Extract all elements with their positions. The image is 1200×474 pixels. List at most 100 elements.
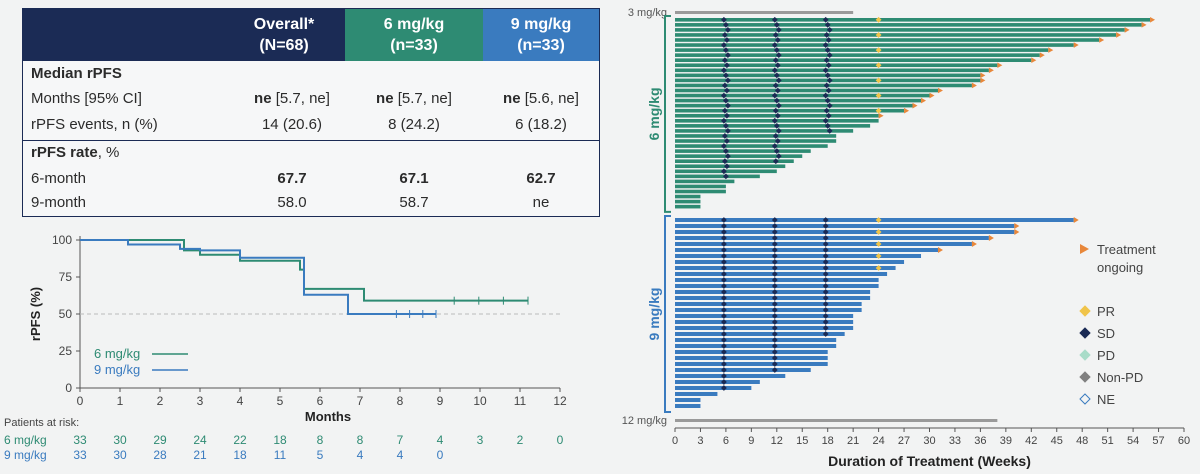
sd-marker <box>822 265 829 271</box>
row-6m-9mg: 62.7 <box>526 170 556 187</box>
legend-ongoing-icon <box>1080 244 1089 254</box>
sd-marker <box>720 385 727 391</box>
sd-marker <box>772 133 779 139</box>
sd-marker <box>773 21 780 28</box>
row-6m-label: 6-month <box>31 170 87 187</box>
pr-marker <box>875 92 882 99</box>
group-label-3mgkg: 3 mg/kg <box>628 7 667 19</box>
bar-9mgkg <box>675 398 701 402</box>
table-section-median: Median rPFS <box>23 65 599 91</box>
x-tick-label: 30 <box>923 435 935 447</box>
sd-marker <box>773 97 780 104</box>
legend-label: SD <box>1097 326 1115 341</box>
risk-value: 18 <box>273 433 287 447</box>
sd-marker <box>724 52 731 59</box>
risk-value: 24 <box>193 433 207 447</box>
bar-6mgkg <box>675 88 938 93</box>
sd-marker <box>826 127 833 134</box>
sd-marker <box>825 87 832 94</box>
sd-marker <box>771 92 778 99</box>
legend-label: Non-PD <box>1097 370 1143 385</box>
sd-marker <box>723 138 730 144</box>
sd-marker <box>775 153 782 160</box>
row-months-overall: ne [5.7, ne] <box>254 90 330 107</box>
sd-marker <box>775 52 782 59</box>
x-tick-label: 12 <box>553 394 567 408</box>
risk-value: 4 <box>437 433 444 447</box>
sd-marker <box>771 361 778 367</box>
sd-marker <box>724 153 731 160</box>
bar-6mgkg <box>675 199 701 204</box>
sd-marker <box>771 331 778 337</box>
ongoing-marker <box>921 97 927 104</box>
pr-marker <box>875 229 882 235</box>
bar-6mgkg <box>675 134 837 138</box>
bar-9mgkg <box>675 344 837 348</box>
risk-value: 4 <box>397 448 404 462</box>
sd-marker <box>824 97 831 104</box>
sd-marker <box>771 259 778 265</box>
sd-marker <box>723 163 730 170</box>
sd-marker <box>722 72 729 79</box>
x-tick-label: 6 <box>723 435 729 447</box>
legend-ongoing-label: Treatment <box>1097 242 1156 257</box>
x-tick-label: 3 <box>197 394 204 408</box>
x-tick-label: 3 <box>697 435 703 447</box>
sd-marker <box>823 82 830 89</box>
sd-marker <box>720 295 727 301</box>
bar-6mgkg <box>675 184 726 189</box>
sd-marker <box>775 26 782 33</box>
ongoing-marker <box>1150 17 1156 23</box>
group-bracket-9mgkg <box>664 215 671 413</box>
ongoing-marker <box>937 87 943 94</box>
ongoing-marker <box>1099 37 1105 43</box>
header-overall: Overall* (N=68) <box>223 9 345 61</box>
risk-value: 5 <box>317 448 324 462</box>
x-tick-label: 57 <box>1152 435 1164 447</box>
sd-marker <box>720 235 727 241</box>
ongoing-marker <box>980 77 986 84</box>
ongoing-marker <box>980 72 986 79</box>
sd-marker <box>721 57 728 64</box>
ongoing-marker <box>971 82 977 89</box>
legend-icon <box>1079 327 1091 339</box>
sd-marker <box>775 77 782 84</box>
sd-marker <box>720 283 727 289</box>
row-events-label: rPFS events, n (%) <box>31 116 158 133</box>
bar-9mgkg <box>675 272 888 276</box>
bar-9mgkg <box>675 230 1015 234</box>
sd-marker <box>720 253 727 259</box>
x-tick-label: 10 <box>473 394 487 408</box>
bar-9mgkg <box>675 362 828 366</box>
sd-marker <box>773 47 780 54</box>
sd-marker <box>822 92 829 99</box>
x-tick-label: 11 <box>514 394 527 408</box>
ongoing-marker <box>929 92 935 99</box>
sd-marker <box>771 265 778 271</box>
risk-value: 22 <box>233 433 247 447</box>
x-tick-label: 60 <box>1178 435 1190 447</box>
bar-9mgkg <box>675 260 905 264</box>
table-row-events: rPFS events, n (%) 14 (20.6) 8 (24.2) 6 … <box>23 116 599 142</box>
sd-marker <box>822 331 829 337</box>
table-divider <box>23 140 599 141</box>
sd-marker <box>720 247 727 253</box>
row-events-6mg: 8 (24.2) <box>388 116 440 133</box>
x-tick-label: 2 <box>157 394 164 408</box>
legend-icon <box>1079 305 1091 317</box>
ongoing-marker <box>1039 52 1045 58</box>
bar-6mgkg <box>675 83 972 88</box>
sd-marker <box>822 307 829 313</box>
ongoing-marker <box>1073 42 1079 48</box>
ongoing-marker <box>988 235 994 241</box>
y-tick-label: 25 <box>59 344 73 358</box>
sd-marker <box>822 247 829 253</box>
sd-marker <box>720 367 727 373</box>
sd-marker <box>771 241 778 247</box>
sd-marker <box>720 355 727 361</box>
sd-marker <box>771 343 778 349</box>
x-tick-label: 27 <box>898 435 910 447</box>
ongoing-marker <box>878 112 884 119</box>
sd-marker <box>720 143 727 149</box>
sd-marker <box>771 349 778 355</box>
